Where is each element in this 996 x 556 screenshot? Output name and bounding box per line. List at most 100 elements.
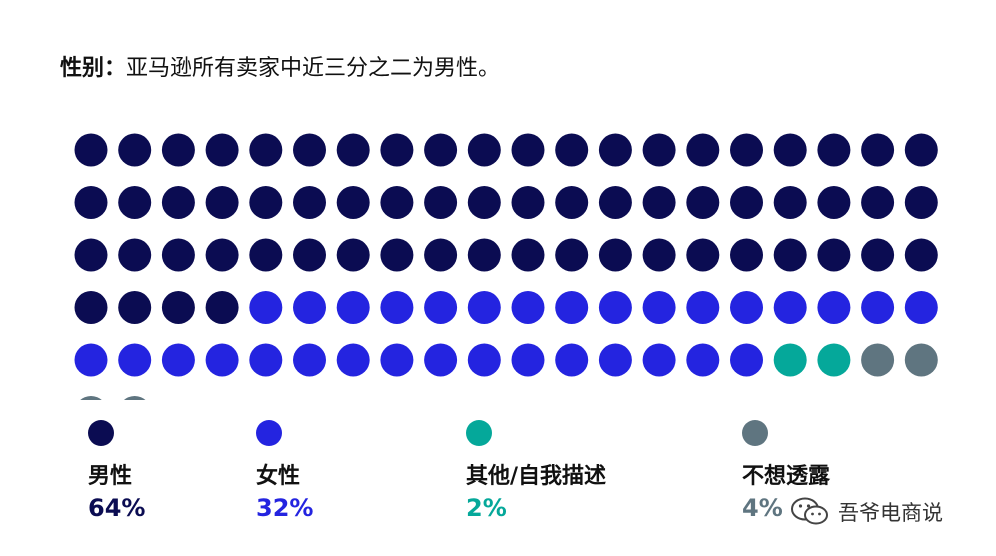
legend-dot-male (88, 420, 114, 446)
waffle-dot-female (861, 291, 895, 324)
waffle-dot-female (598, 291, 632, 324)
waffle-grid (74, 133, 938, 400)
waffle-dot-male (293, 238, 326, 272)
waffle-dot-female (511, 343, 545, 377)
waffle-dot-male (424, 186, 458, 219)
waffle-dot-male (861, 186, 895, 219)
waffle-dot-female (424, 343, 458, 377)
waffle-dot-female (293, 343, 326, 377)
waffle-dot-female (730, 343, 763, 377)
waffle-dot-male (249, 238, 283, 272)
waffle-dot-male (467, 238, 501, 272)
legend-dot-female (256, 420, 282, 446)
waffle-dot-male (205, 238, 239, 272)
waffle-dot-female (74, 343, 108, 377)
waffle-dot-male (249, 186, 283, 219)
waffle-dot-female (249, 343, 283, 377)
waffle-dot-male (424, 238, 458, 272)
legend-undisclosed: 不想透露 4% (742, 420, 830, 522)
waffle-dot-male (511, 133, 545, 167)
waffle-dot-male (904, 133, 938, 167)
waffle-dot-male (598, 186, 632, 219)
waffle-dot-male (773, 238, 807, 272)
waffle-dot-female (336, 343, 370, 377)
waffle-dot-female (904, 291, 938, 324)
waffle-dot-male (205, 291, 239, 324)
waffle-dot-female (161, 343, 195, 377)
waffle-dot-male (730, 186, 763, 219)
waffle-dot-male (161, 238, 195, 272)
waffle-dot-female (555, 291, 589, 324)
waffle-dot-male (118, 291, 152, 324)
waffle-dot-female (118, 343, 152, 377)
legend-label-female: 女性 (256, 464, 301, 489)
waffle-dot-male (904, 186, 938, 219)
legend-label-undisclosed: 不想透露 (742, 464, 831, 489)
waffle-dot-male (336, 238, 370, 272)
waffle-dot-male (293, 133, 326, 167)
waffle-dot-male (904, 238, 938, 272)
waffle-dot-female (598, 343, 632, 377)
wechat-icon (790, 496, 830, 528)
waffle-dot-female (205, 343, 239, 377)
waffle-dot-female (293, 291, 326, 324)
waffle-dot-male (817, 133, 851, 167)
waffle-dot-other (817, 343, 851, 377)
waffle-dot-male (642, 186, 676, 219)
waffle-dot-male (555, 186, 589, 219)
waffle-dot-male (511, 186, 545, 219)
waffle-dot-male (642, 238, 676, 272)
waffle-dot-male (773, 186, 807, 219)
waffle-dot-male (380, 133, 414, 167)
waffle-dot-male (74, 238, 108, 272)
waffle-dot-male (336, 186, 370, 219)
waffle-dot-other (773, 343, 807, 377)
waffle-dot-male (730, 238, 763, 272)
waffle-dot-male (467, 186, 501, 219)
waffle-dot-male (686, 186, 720, 219)
waffle-dot-male (380, 186, 414, 219)
waffle-dot-female (730, 291, 763, 324)
waffle-dot-female (642, 291, 676, 324)
waffle-dot-female (773, 291, 807, 324)
waffle-dot-male (773, 133, 807, 167)
waffle-dot-female (686, 343, 720, 377)
legend-value-other: 2% (466, 494, 507, 522)
title-text: 亚马逊所有卖家中近三分之二为男性。 (126, 56, 501, 81)
waffle-dot-male (336, 133, 370, 167)
waffle-dot-female (817, 291, 851, 324)
waffle-dot-male (817, 238, 851, 272)
legend-value-undisclosed: 4% (742, 494, 783, 522)
waffle-dot-female (380, 291, 414, 324)
waffle-dot-male (161, 291, 195, 324)
waffle-dot-undisclosed (904, 343, 938, 377)
waffle-dot-male (686, 238, 720, 272)
watermark-text: 吾爷电商说 (838, 501, 943, 525)
waffle-dot-male (118, 133, 152, 167)
title-prefix: 性别： (60, 55, 127, 81)
waffle-dot-male (730, 133, 763, 167)
waffle-dot-female (511, 291, 545, 324)
waffle-dot-female (424, 291, 458, 324)
legend-female: 女性 32% (256, 420, 313, 522)
waffle-dot-undisclosed (861, 343, 895, 377)
waffle-dot-female (467, 291, 501, 324)
waffle-dot-male (380, 238, 414, 272)
waffle-dot-male (249, 133, 283, 167)
waffle-dot-female (642, 343, 676, 377)
waffle-dot-female (336, 291, 370, 324)
waffle-dot-male (861, 238, 895, 272)
waffle-dot-female (555, 343, 589, 377)
waffle-dot-male (74, 186, 108, 219)
chart-title: 性别：亚马逊所有卖家中近三分之二为男性。 (60, 50, 500, 82)
waffle-dot-male (861, 133, 895, 167)
waffle-dot-male (817, 186, 851, 219)
waffle-dot-undisclosed (123, 396, 146, 400)
waffle-dot-male (555, 238, 589, 272)
watermark: 吾爷电商说 (790, 496, 943, 528)
waffle-dot-male (642, 133, 676, 167)
waffle-dot-undisclosed (80, 396, 102, 400)
waffle-dot-male (511, 238, 545, 272)
waffle-dot-male (161, 186, 195, 219)
waffle-dot-male (205, 186, 239, 219)
